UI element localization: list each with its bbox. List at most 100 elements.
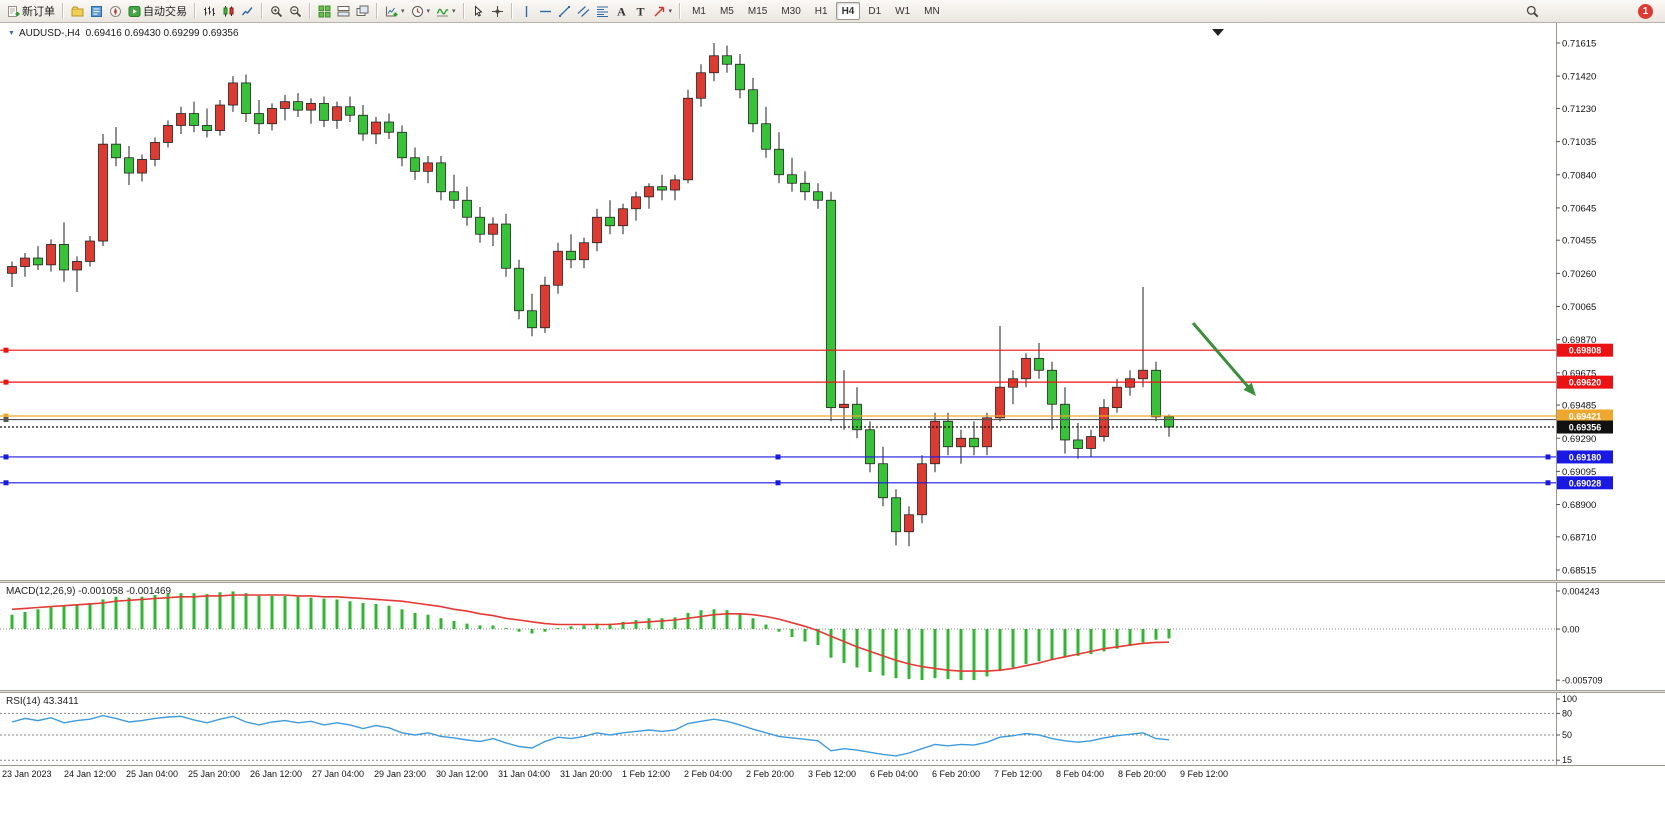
rsi-line [11,714,1170,757]
time-axis-label: 7 Feb 12:00 [994,769,1042,779]
rsi-axis-label: 50 [1562,730,1572,740]
toolbar-right: 1 [1523,1,1661,21]
resistance-line-1[interactable]: 0.69808 [0,343,1613,357]
label-button[interactable]: T [631,1,650,21]
time-axis-label: 29 Jan 23:00 [374,769,426,779]
timeframe-h4-button[interactable]: H4 [835,2,861,20]
price-tick-label: 0.68515 [1562,566,1596,577]
toolbar-separator [679,3,682,19]
text-icon: A [615,5,628,18]
time-axis-label: 1 Feb 12:00 [622,769,670,779]
line-chart-button[interactable] [238,1,257,21]
toolbar-separator [510,3,513,19]
svg-text:T: T [636,5,644,18]
time-axis-label: 31 Jan 20:00 [560,769,612,779]
candle-chart-button[interactable] [219,1,238,21]
rsi-axis-label: 80 [1562,708,1572,718]
price-tick-label: 0.68900 [1562,500,1596,511]
indicators-icon [436,5,449,18]
price-tick-label: 0.71420 [1562,72,1596,83]
support-line-1[interactable]: 0.69180 [0,450,1613,464]
symbol-dropdown-icon[interactable]: ▼ [8,30,15,37]
timeframe-w1-button[interactable]: W1 [895,5,911,17]
price-flag: 0.69620 [1569,378,1602,388]
gray-line[interactable] [0,417,1556,423]
time-axis-label: 9 Feb 12:00 [1180,769,1228,779]
navigator-button[interactable] [106,1,125,21]
horizontal-line-button[interactable] [536,1,555,21]
dropdown-caret-icon: ▾ [426,7,431,15]
svg-text:A: A [617,5,626,18]
macd-histogram [10,591,1171,681]
time-axis-label: 2 Feb 04:00 [684,769,732,779]
notification-badge[interactable]: 1 [1638,3,1653,19]
dropdown-caret-icon: ▾ [452,7,456,15]
timeframe-m5-button[interactable]: M5 [719,5,734,17]
toolbar-separator [462,3,465,19]
pivot-line[interactable]: 0.69421 [0,409,1613,423]
timeframe-h1-button[interactable]: H1 [814,5,828,17]
timeframe-m30-button[interactable]: M30 [781,5,801,17]
arrange2-icon [356,5,369,18]
symbol-ohlc-label[interactable]: ▼ AUDUSD-,H4 0.69416 0.69430 0.69299 0.69… [8,28,239,39]
zoom-in-button[interactable] [267,1,286,21]
timeframe-mn-button[interactable]: MN [924,5,940,17]
cursor-button[interactable] [469,1,488,21]
channel-icon [577,5,590,18]
dropdown-caret-icon: ▾ [401,7,405,15]
auto-trading-button[interactable]: 自动交易 [125,1,190,21]
chart-area[interactable]: 0.71615 0.71420 0.71230 0.71035 0.70840 0.706… [0,23,1665,835]
time-axis-label: 2 Feb 20:00 [746,769,794,779]
price-tick-label: 0.70840 [1562,170,1596,181]
time-axis-label: 27 Jan 04:00 [312,769,364,779]
resistance-line-2[interactable]: 0.69620 [0,375,1613,389]
price-axis[interactable]: 0.71615 0.71420 0.71230 0.71035 0.70840 0.706… [1556,39,1596,577]
channel-button[interactable] [574,1,593,21]
symbol-ohlc-text: AUDUSD-,H4 0.69416 0.69430 0.69299 0.693… [18,28,239,39]
zoom-out-button[interactable] [286,1,305,21]
crosshair-button[interactable] [488,1,507,21]
profiles-icon [71,5,84,18]
periods-button[interactable]: ▾ [408,1,434,21]
search-button[interactable] [1523,1,1542,21]
tile-icon [318,5,331,18]
time-axis-label: 6 Feb 04:00 [870,769,918,779]
bar-chart-button[interactable] [200,1,219,21]
rsi-axis-label: 100 [1562,694,1577,704]
indicators-button[interactable]: ▾ [433,1,459,21]
fibonacci-button[interactable] [593,1,612,21]
navigator-icon [109,5,122,18]
current-price-line[interactable]: 0.69356 [0,420,1613,434]
support-line-2[interactable]: 0.69028 [0,476,1613,490]
bars-icon [203,5,216,18]
new-chart-button[interactable]: ▾ [382,1,408,21]
price-tick-label: 0.71615 [1562,39,1596,50]
trend-arrow-annotation[interactable] [1191,322,1256,396]
chart-shift-marker[interactable] [1212,29,1224,36]
toolbar-separator [261,3,263,19]
timeframe-m1-button[interactable]: M1 [692,5,706,17]
chart-canvas[interactable]: 0.71615 0.71420 0.71230 0.71035 0.70840 0.706… [0,23,1665,835]
cascade-windows-button[interactable] [334,1,353,21]
market-watch-button[interactable] [87,1,106,21]
candles-icon [222,5,235,18]
trendline-button[interactable] [555,1,574,21]
tile-windows-button[interactable] [315,1,334,21]
timeframe-d1-button[interactable]: D1 [868,5,882,17]
new-order-icon [7,5,20,18]
arrange1-icon [337,5,350,18]
time-axis[interactable]: 23 Jan 2023 24 Jan 12:00 25 Jan 04:00 25 Ja… [2,769,1228,779]
price-tick-label: 0.70455 [1562,236,1596,247]
new-order-button[interactable]: 新订单 [4,1,58,21]
arrange-windows-button[interactable] [353,1,372,21]
arrows-button[interactable]: ▾ [650,1,676,21]
timeframe-m15-button[interactable]: M15 [747,5,768,17]
text-button[interactable]: A [612,1,631,21]
profiles-button[interactable] [68,1,87,21]
toolbar-separator [62,3,64,19]
price-tick-label: 0.70260 [1562,269,1596,280]
price-flag: 0.69421 [1569,411,1602,421]
time-axis-label: 24 Jan 12:00 [64,769,116,779]
vertical-line-button[interactable] [517,1,536,21]
